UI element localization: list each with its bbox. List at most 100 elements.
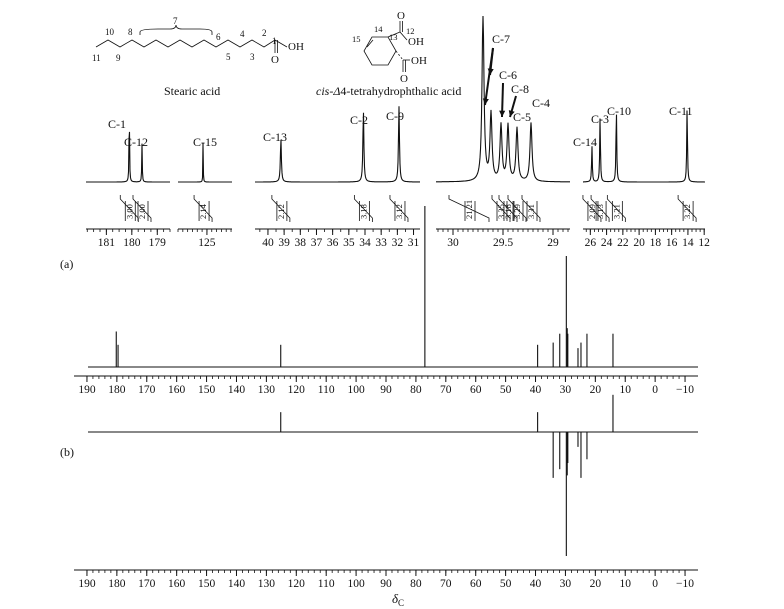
expansion-tick-label: 35 — [343, 237, 355, 249]
spectrum-b-label: (b) — [60, 445, 74, 459]
integral-curve — [507, 195, 527, 222]
integral-value: 3.18 — [503, 204, 513, 219]
cis-thpa-structure: 15 14 13 12 O OH OH O cis-Δ4-tetrahydrop… — [316, 10, 461, 98]
integral-value: 3.22 — [682, 204, 692, 219]
spec-a-tick-label: 110 — [318, 384, 335, 396]
integral-curve — [353, 195, 373, 222]
spec-b-tick-label: 10 — [619, 578, 631, 590]
peak-label-c-13: C-13 — [263, 130, 287, 144]
expansion-tick-label: 125 — [198, 237, 216, 249]
stearic-acid-structure: 7 10 8 6 4 2 1 11 9 5 3 OH O Stearic aci… — [92, 16, 304, 98]
stearic-atom-11: 11 — [92, 53, 101, 63]
stearic-atom-9: 9 — [116, 53, 121, 63]
peak-label-c-4: C-4 — [532, 96, 550, 110]
integral-curve — [271, 195, 291, 222]
expansion-tick-label: 179 — [149, 237, 167, 249]
spec-a-tick-label: 30 — [560, 384, 572, 396]
spec-a-tick-label: 190 — [78, 384, 96, 396]
spec-a-tick-label: −10 — [676, 384, 694, 396]
integral-value: 3.18 — [358, 204, 368, 219]
expansion-trace-3 — [436, 15, 570, 183]
stearic-atom-4: 4 — [240, 29, 245, 39]
thpa-atom-13: 13 — [389, 32, 398, 42]
x-axis-label: δC — [392, 591, 404, 608]
stearic-atom-10: 10 — [105, 27, 115, 37]
expansion-tick-label: 34 — [359, 237, 371, 249]
spec-b-tick-label: 130 — [258, 578, 276, 590]
integral-value: 2.00 — [137, 204, 147, 219]
spec-a-tick-label: 140 — [228, 384, 246, 396]
integral-curve — [606, 195, 626, 222]
integral-value: 3.31 — [526, 204, 536, 219]
spec-a-tick-label: 50 — [500, 384, 512, 396]
peak-label-c-9: C-9 — [386, 109, 404, 123]
integral-curve — [448, 195, 490, 222]
spec-b-tick-label: 160 — [168, 578, 186, 590]
integral-curve — [498, 195, 518, 222]
peak-label-c-14: C-14 — [573, 135, 597, 149]
spec-a-tick-label: 120 — [288, 384, 306, 396]
spec-b-tick-label: 40 — [530, 578, 542, 590]
expansion-tick-label: 30 — [447, 237, 459, 249]
integral-curve — [132, 195, 152, 222]
expansion-trace-4 — [583, 110, 705, 183]
spec-b-tick-label: 0 — [652, 578, 658, 590]
thpa-atom-12: 12 — [406, 26, 415, 36]
spec-a-tick-label: 60 — [470, 384, 482, 396]
spec-a-tick-label: 170 — [138, 384, 156, 396]
spec-b-tick-label: 110 — [318, 578, 335, 590]
integral-value: 3.12 — [394, 204, 404, 219]
spectrum-b: 190 180 170 160 150 140 130 120 110 100 90 80 70 60 50… — [74, 394, 698, 590]
peak-label-c-1: C-1 — [108, 117, 126, 131]
stearic-o: O — [271, 54, 279, 66]
expansion-tick-label: 181 — [98, 237, 116, 249]
expansion-trace-0 — [86, 131, 170, 183]
integral-curve — [389, 195, 409, 222]
peak-label-c-8: C-8 — [511, 82, 529, 96]
thpa-o-bottom: O — [400, 73, 408, 85]
spec-b-tick-label: 30 — [560, 578, 572, 590]
spec-a-tick-label: 80 — [410, 384, 422, 396]
thpa-atom-15: 15 — [352, 34, 361, 44]
stearic-atom-8: 8 — [128, 27, 133, 37]
stearic-atom-6: 6 — [216, 32, 221, 42]
thpa-atom-14: 14 — [374, 24, 383, 34]
peak-label-c-3: C-3 — [591, 112, 609, 126]
spec-b-tick-label: 50 — [500, 578, 512, 590]
spec-b-tick-label: 170 — [138, 578, 156, 590]
spec-a-tick-label: 160 — [168, 384, 186, 396]
spec-a-tick-label: 150 — [198, 384, 216, 396]
spectrum-a-label: (a) — [60, 257, 73, 271]
spec-b-tick-label: 90 — [380, 578, 392, 590]
spec-a-tick-label: 90 — [380, 384, 392, 396]
peak-label-c-2: C-2 — [350, 113, 368, 127]
peak-label-c-11: C-11 — [669, 104, 693, 118]
expansion-tick-label: 26 — [585, 237, 597, 249]
expansion-tick-label: 20 — [633, 237, 645, 249]
thpa-oh-top: OH — [408, 36, 424, 48]
thpa-o-top: O — [397, 10, 405, 22]
integral-curve — [677, 195, 697, 222]
spec-b-tick-label: 20 — [590, 578, 602, 590]
spec-b-tick-label: 190 — [78, 578, 96, 590]
spec-b-tick-label: 100 — [347, 578, 365, 590]
stearic-atom-3: 3 — [250, 52, 255, 62]
spectrum-a: 190 180 170 160 150 140 130 120 110 100 90 80 70 60 50… — [74, 206, 698, 396]
expansion-tick-label: 40 — [262, 237, 274, 249]
expansion-tick-label: 24 — [601, 237, 613, 249]
spec-a-tick-label: 20 — [590, 384, 602, 396]
spec-b-tick-label: 70 — [440, 578, 452, 590]
expansion-tick-label: 31 — [408, 237, 420, 249]
spec-a-tick-label: 10 — [619, 384, 631, 396]
spec-a-tick-label: 180 — [108, 384, 126, 396]
peak-arrow-c-7 — [484, 47, 494, 106]
expansion-tick-label: 36 — [327, 237, 339, 249]
peak-label-c-12: C-12 — [124, 135, 148, 149]
expansion-tick-label: 39 — [278, 237, 290, 249]
expansion-tick-label: 22 — [617, 237, 629, 249]
expansion-tick-label: 29.5 — [493, 237, 513, 249]
integral-value: 3.29 — [512, 204, 522, 219]
spec-b-tick-label: −10 — [676, 578, 694, 590]
integral-value: 3.00 — [124, 204, 134, 219]
